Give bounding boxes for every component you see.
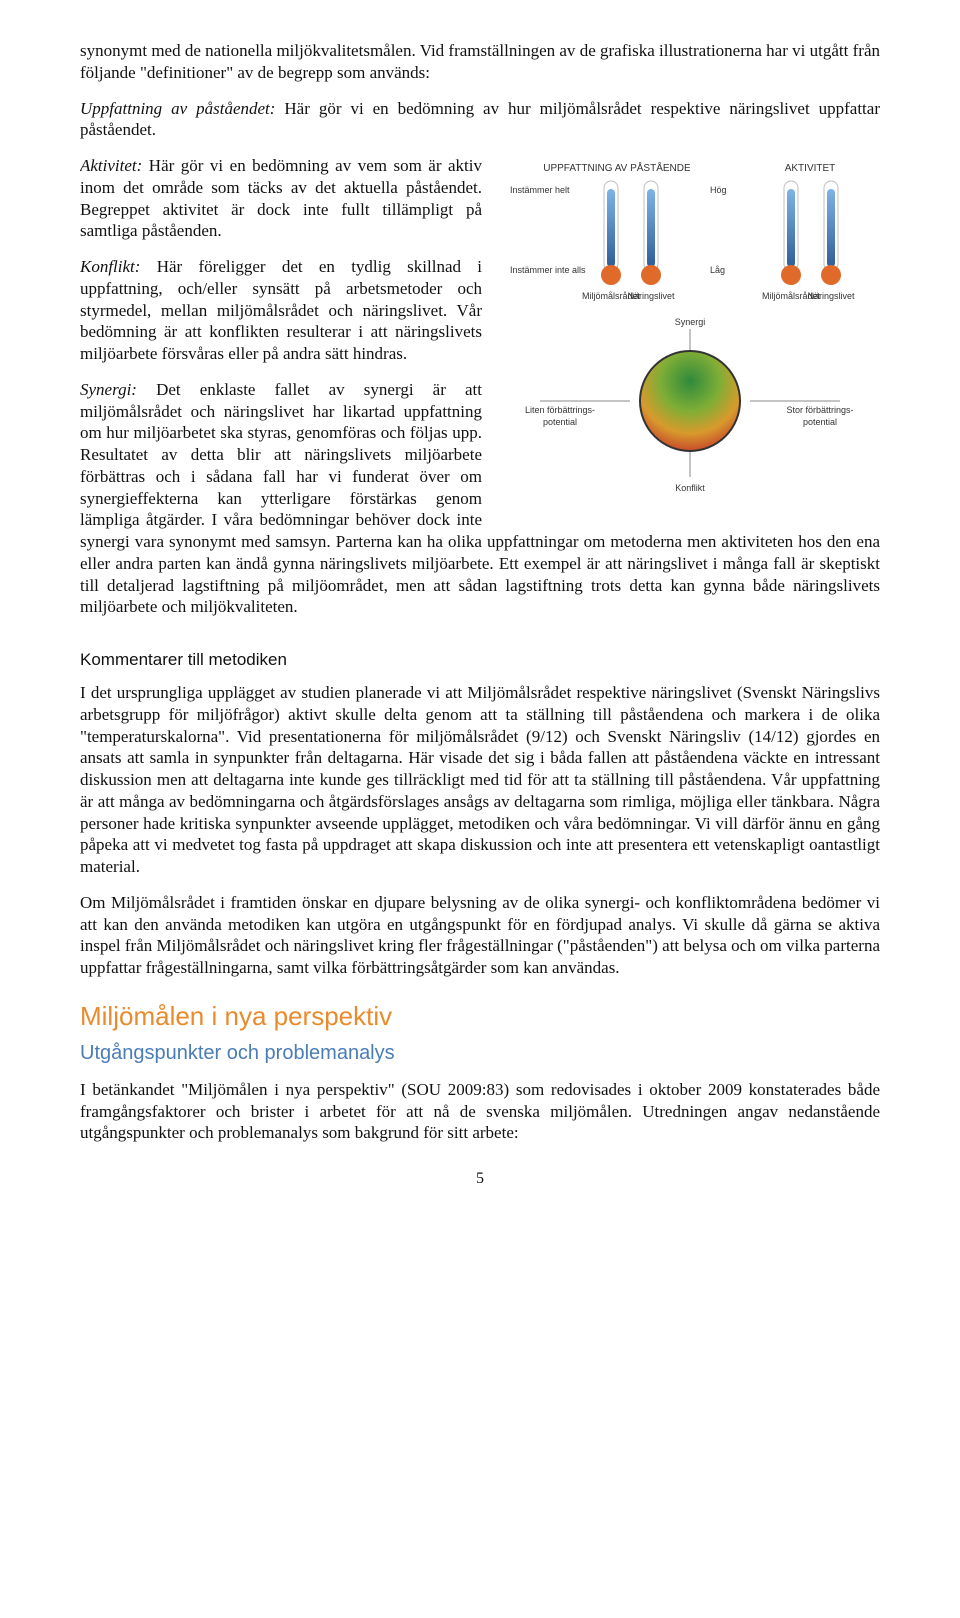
thermo-tube-4 bbox=[821, 181, 841, 285]
thermo-tube-3 bbox=[781, 181, 801, 285]
thermo-title-right: AKTIVITET bbox=[785, 163, 836, 174]
dial-right-label-1: Stor förbättrings- bbox=[786, 405, 853, 415]
kommentarer-title: Kommentarer till metodiken bbox=[80, 650, 880, 670]
thermo-title-left: UPPFATTNING AV PÅSTÅENDET bbox=[543, 161, 690, 174]
figure-block: UPPFATTNING AV PÅSTÅENDET Instämmer helt… bbox=[500, 159, 880, 504]
intro-par-0: synonymt med de nationella miljökvalitet… bbox=[80, 40, 880, 84]
thermo-left-axis2: Näringslivet bbox=[627, 291, 675, 301]
thermo-left-bottomlabel: Instämmer inte alls bbox=[510, 265, 586, 275]
thermo-right-axis2: Näringslivet bbox=[807, 291, 855, 301]
document-page: synonymt med de nationella miljökvalitet… bbox=[0, 0, 960, 1248]
body-konflikt: Här föreligger det en tydlig skillnad i … bbox=[80, 257, 482, 363]
page-number: 5 bbox=[80, 1170, 880, 1188]
thermo-right-toplabel: Hög bbox=[710, 185, 727, 195]
lead-uppfattning: Uppfattning av påståendet: bbox=[80, 99, 275, 118]
figure-thermometers-row: UPPFATTNING AV PÅSTÅENDET Instämmer helt… bbox=[500, 159, 880, 309]
kommentarer-p1: I det ursprungliga upplägget av studien … bbox=[80, 682, 880, 878]
kommentarer-p2: Om Miljömålsrådet i framtiden önskar en … bbox=[80, 892, 880, 979]
lead-synergi: Synergi: bbox=[80, 380, 137, 399]
dial-left-label-2: potential bbox=[543, 417, 577, 427]
section2-p1: I betänkandet "Miljömålen i nya perspekt… bbox=[80, 1079, 880, 1144]
thermo-right-bottomlabel: Låg bbox=[710, 265, 725, 275]
heading-blue: Utgångspunkter och problemanalys bbox=[80, 1042, 880, 1065]
dial-left-label-1: Liten förbättrings- bbox=[525, 405, 595, 415]
thermometer-uppfattning: UPPFATTNING AV PÅSTÅENDET Instämmer helt… bbox=[500, 159, 690, 309]
thermometer-aktivitet: AKTIVITET Hög Låg bbox=[700, 159, 880, 309]
thermo-left-toplabel: Instämmer helt bbox=[510, 185, 570, 195]
synergi-konflikt-dial: Synergi Liten förbä bbox=[500, 309, 880, 499]
lead-aktivitet: Aktivitet: bbox=[80, 156, 142, 175]
dial-top-label: Synergi bbox=[675, 317, 706, 327]
dial-bottom-label: Konflikt bbox=[675, 483, 705, 493]
intro-wrap: synonymt med de nationella miljökvalitet… bbox=[80, 40, 880, 632]
thermo-tube-1 bbox=[601, 181, 621, 285]
heading-orange: Miljömålen i nya perspektiv bbox=[80, 1001, 880, 1032]
intro-par-1: Uppfattning av påståendet: Här gör vi en… bbox=[80, 98, 880, 142]
dial-right-label-2: potential bbox=[803, 417, 837, 427]
lead-konflikt: Konflikt: bbox=[80, 257, 140, 276]
thermo-tube-2 bbox=[641, 181, 661, 285]
